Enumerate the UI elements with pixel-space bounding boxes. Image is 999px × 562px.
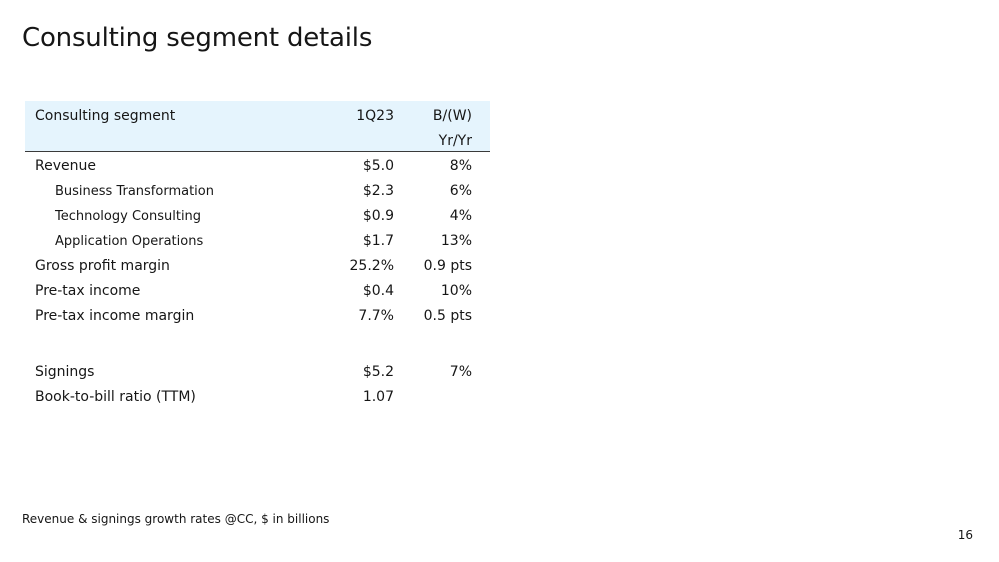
row-value-yy: 13% <box>440 233 472 249</box>
row-value-1q23: 1.07 <box>362 389 394 405</box>
row-value-yy: 4% <box>449 208 472 224</box>
table-row-signings: Signings $5.2 7% <box>25 360 490 385</box>
row-value-yy: 6% <box>449 183 472 199</box>
row-value-yy: 0.9 pts <box>423 258 472 274</box>
row-value-1q23: 25.2% <box>349 258 394 274</box>
row-value-1q23: $1.7 <box>362 233 394 249</box>
row-value-yy: 0.5 pts <box>423 308 472 324</box>
page-title: Consulting segment details <box>22 23 373 53</box>
row-label: Revenue <box>35 158 96 174</box>
header-row-2: Yr/Yr <box>25 129 490 154</box>
row-value-1q23: $2.3 <box>362 183 394 199</box>
header-col-bw-line1: B/(W) <box>432 108 472 124</box>
row-value-yy: 8% <box>449 158 472 174</box>
header-col-bw-line2: Yr/Yr <box>438 133 472 149</box>
row-value-1q23: 7.7% <box>358 308 394 324</box>
row-value-1q23: $5.2 <box>362 364 394 380</box>
row-label: Business Transformation <box>55 184 214 199</box>
row-value-yy: 7% <box>449 364 472 380</box>
table-header: Consulting segment 1Q23 B/(W) Yr/Yr <box>25 101 490 152</box>
row-value-1q23: $0.9 <box>362 208 394 224</box>
table-row-gross-profit-margin: Gross profit margin 25.2% 0.9 pts <box>25 254 490 279</box>
row-label: Pre-tax income <box>35 283 141 299</box>
header-col-1q23: 1Q23 <box>356 108 394 124</box>
row-label: Technology Consulting <box>55 209 202 224</box>
row-value-1q23: $5.0 <box>362 158 394 174</box>
table-row-technology-consulting: Technology Consulting $0.9 4% <box>25 204 490 229</box>
row-label: Pre-tax income margin <box>35 308 195 324</box>
row-value-1q23: $0.4 <box>362 283 394 299</box>
table-row-pre-tax-income-margin: Pre-tax income margin 7.7% 0.5 pts <box>25 304 490 329</box>
row-value-yy: 10% <box>440 283 472 299</box>
table-row-pre-tax-income: Pre-tax income $0.4 10% <box>25 279 490 304</box>
table-row-business-transformation: Business Transformation $2.3 6% <box>25 179 490 204</box>
row-label: Signings <box>35 364 95 380</box>
row-label: Book-to-bill ratio (TTM) <box>35 389 196 405</box>
row-label: Gross profit margin <box>35 258 170 274</box>
consulting-segment-table: Consulting segment 1Q23 B/(W) Yr/Yr Reve… <box>25 101 490 405</box>
page-number: 16 <box>957 528 973 542</box>
header-row-1: Consulting segment 1Q23 B/(W) <box>25 104 490 129</box>
table-row-book-to-bill: Book-to-bill ratio (TTM) 1.07 <box>25 385 490 410</box>
footnote: Revenue & signings growth rates @CC, $ i… <box>22 512 330 526</box>
table-row-application-operations: Application Operations $1.7 13% <box>25 229 490 254</box>
table-row-revenue: Revenue $5.0 8% <box>25 154 490 179</box>
row-label: Application Operations <box>55 234 204 249</box>
header-label: Consulting segment <box>35 108 176 124</box>
